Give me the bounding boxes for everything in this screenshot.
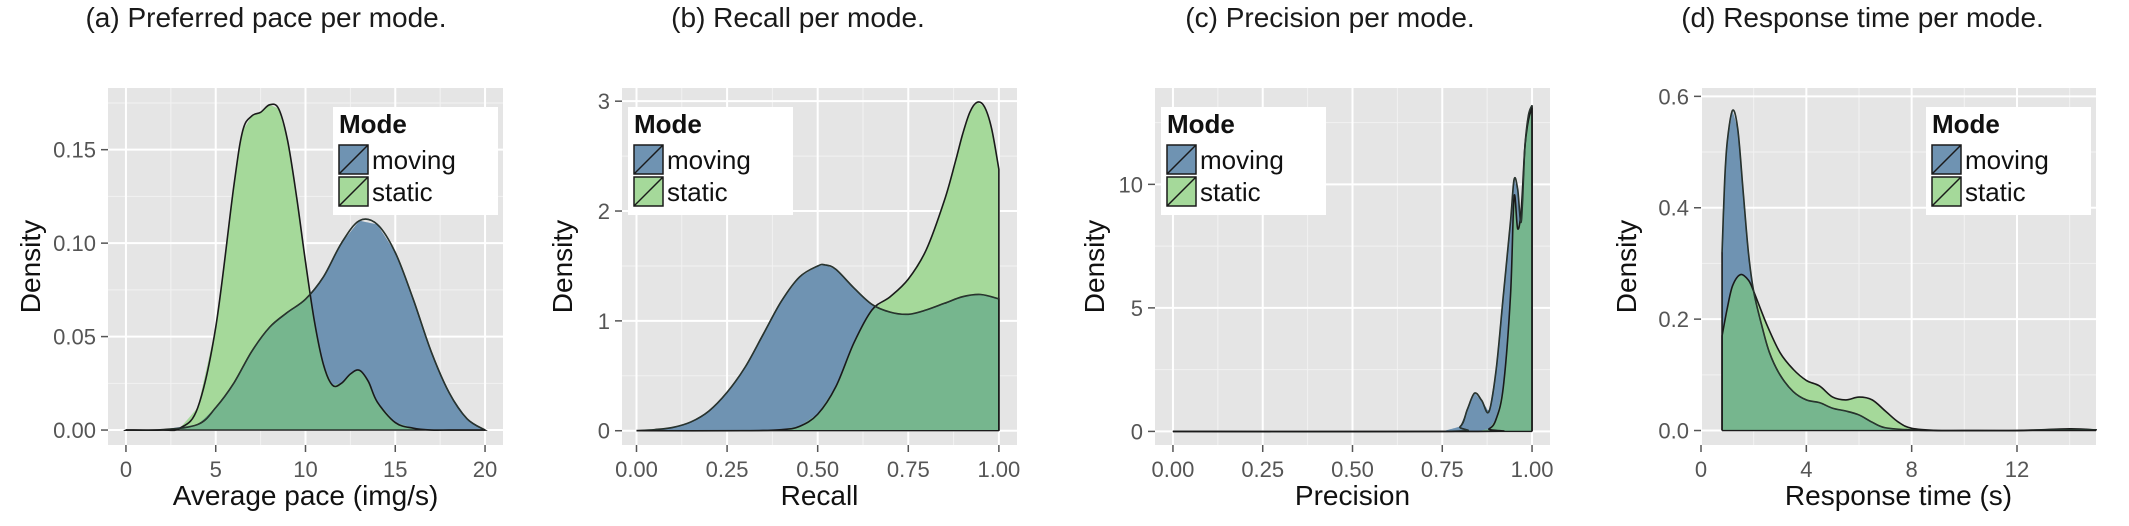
x-tick-label: 0.25 (706, 457, 749, 482)
y-tick-label: 0.00 (53, 418, 96, 443)
y-axis-label: Density (1611, 220, 1642, 313)
legend-swatch-diagonal (633, 176, 664, 207)
y-axis-label: Density (1079, 220, 1110, 313)
y-tick-label: 0.05 (53, 325, 96, 350)
legend-title: Mode (634, 109, 702, 139)
y-tick-label: 0 (1131, 419, 1143, 444)
x-tick-label: 0.25 (1241, 457, 1284, 482)
y-tick-label: 10 (1119, 172, 1143, 197)
x-tick-label: 1.00 (977, 457, 1020, 482)
density-inner-outline (636, 263, 1000, 432)
legend-key-static: static (1931, 176, 2026, 207)
legend-label-moving: moving (667, 145, 751, 175)
legend-label-static: static (372, 177, 433, 207)
legend-swatch-diagonal (338, 144, 369, 175)
density-area-overlap (125, 293, 486, 431)
legend-swatch-diagonal (1931, 144, 1962, 175)
y-tick-label: 0.15 (53, 138, 96, 163)
y-tick-label: 0.2 (1658, 307, 1689, 332)
x-axis-label: Precision (1295, 480, 1410, 511)
panel-title: (a) Preferred pace per mode. (85, 2, 447, 33)
y-tick-label: 2 (598, 199, 610, 224)
legend-label-static: static (1200, 177, 1261, 207)
density-area-static (1722, 274, 2096, 431)
x-tick-label: 0 (120, 457, 132, 482)
density-outline-static (636, 101, 1000, 432)
density-chart-c: 0.00 0.25 0.50 0.75 1.00 0 5 10 Precision Density… (1079, 88, 1554, 511)
legend-title: Mode (1932, 109, 2000, 139)
panel-title: (d) Response time per mode. (1681, 2, 2044, 33)
x-tick-label: 0.50 (1331, 457, 1374, 482)
density-chart-b: 0.00 0.25 0.50 0.75 1.00 0 1 2 3 Recall Density Mod… (547, 88, 1020, 511)
legend-swatch-diagonal (1166, 176, 1197, 207)
legend-key-moving: moving (1166, 144, 1284, 175)
legend-swatch-diagonal (1166, 144, 1197, 175)
legend-label-static: static (667, 177, 728, 207)
legend-key-static: static (1166, 176, 1261, 207)
y-tick-label: 0.6 (1658, 84, 1689, 109)
density-area-overlap (1722, 274, 2096, 431)
y-tick-label: 0.10 (53, 231, 96, 256)
y-axis-label: Density (15, 220, 46, 313)
x-tick-label: 0.00 (615, 457, 658, 482)
legend-label-moving: moving (1965, 145, 2049, 175)
panel-title: (b) Recall per mode. (671, 2, 925, 33)
panel-b: (b) Recall per mode. 0.00 0.25 0.50 0.75 1.0… (532, 0, 1064, 526)
legend-swatch-diagonal (1931, 176, 1962, 207)
x-tick-label: 15 (383, 457, 407, 482)
x-axis-label: Recall (781, 480, 859, 511)
legend-label-moving: moving (372, 145, 456, 175)
x-axis-label: Response time (s) (1785, 480, 2012, 511)
y-tick-label: 0.0 (1658, 419, 1689, 444)
x-tick-label: 8 (1906, 457, 1918, 482)
x-tick-label: 0 (1695, 457, 1707, 482)
density-area-overlap (636, 294, 999, 431)
y-tick-label: 5 (1131, 296, 1143, 321)
legend-label-moving: moving (1200, 145, 1284, 175)
legend-swatch-diagonal (633, 144, 664, 175)
x-tick-label: 4 (1800, 457, 1812, 482)
legend-key-moving: moving (338, 144, 456, 175)
legend-label-static: static (1965, 177, 2026, 207)
panel-d: (d) Response time per mode. 0 4 8 12 0.0 0.2 0… (1596, 0, 2129, 526)
density-chart-a: 0 5 10 15 20 0.00 0.05 0.10 0.15 Average pace (im… (15, 88, 503, 511)
panel-c: (c) Precision per mode. 0.00 0.25 0.50 0.75… (1064, 0, 1596, 526)
legend-swatch-diagonal (338, 176, 369, 207)
legend-title: Mode (1167, 109, 1235, 139)
legend-title: Mode (339, 109, 407, 139)
density-chart-d: 0 4 8 12 0.0 0.2 0.4 0.6 Response time (s) Densit… (1611, 84, 2097, 511)
x-axis-label: Average pace (img/s) (173, 480, 439, 511)
panel-a: (a) Preferred pace per mode. 0 5 10 15 20 0.0… (0, 0, 532, 526)
y-tick-label: 3 (598, 89, 610, 114)
legend-key-moving: moving (1931, 144, 2049, 175)
density-inner-outline (1172, 105, 1533, 433)
x-tick-label: 12 (2005, 457, 2029, 482)
y-axis-label: Density (547, 220, 578, 313)
panel-title: (c) Precision per mode. (1185, 2, 1475, 33)
x-tick-label: 20 (473, 457, 497, 482)
legend-key-static: static (338, 176, 433, 207)
y-tick-label: 0.4 (1658, 196, 1689, 221)
x-tick-label: 1.00 (1511, 457, 1554, 482)
density-inner-outline (125, 218, 486, 431)
legend-key-moving: moving (633, 144, 751, 175)
legend-key-static: static (633, 176, 728, 207)
density-outline-static (123, 103, 488, 432)
x-tick-label: 0.75 (887, 457, 930, 482)
x-tick-label: 10 (293, 457, 317, 482)
y-tick-label: 0 (598, 419, 610, 444)
x-tick-label: 0.00 (1152, 457, 1195, 482)
density-area-moving (1172, 105, 1533, 432)
y-tick-label: 1 (598, 309, 610, 334)
x-tick-label: 0.50 (796, 457, 839, 482)
x-tick-label: 5 (210, 457, 222, 482)
x-tick-label: 0.75 (1421, 457, 1464, 482)
